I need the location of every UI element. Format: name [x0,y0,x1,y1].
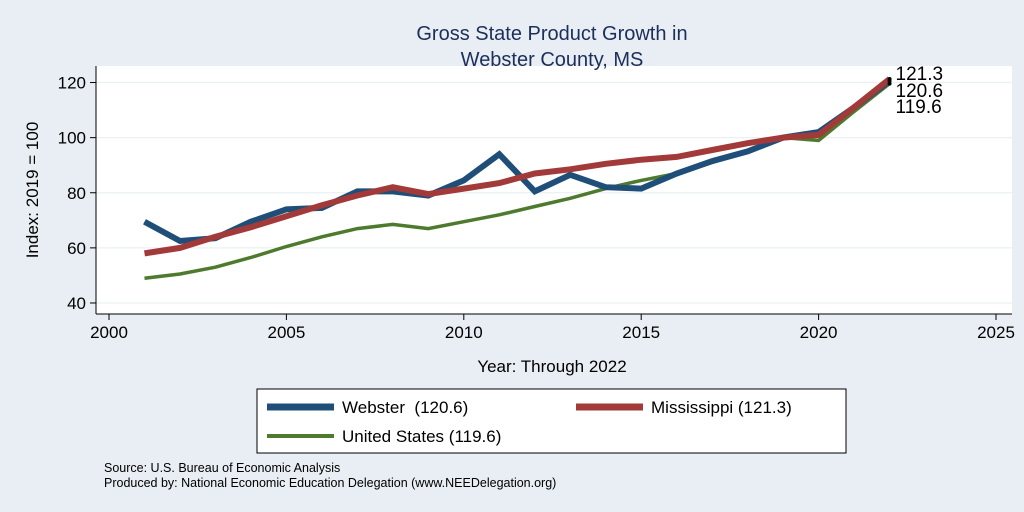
y-tick-label-80: 80 [67,184,86,203]
end-label-united-states: 119.6 [896,97,942,118]
legend-label-webster: Webster (120.6) [342,398,468,417]
x-tick-label-2010: 2010 [445,323,483,342]
end-marker-mississippi [887,76,892,81]
series-line-mississippi [144,76,892,257]
chart-title-line-2: Webster County, MS [461,49,644,71]
y-tick-label-40: 40 [67,294,86,313]
legend-label-mississippi: Mississippi (121.3) [651,398,792,417]
end-label-webster: 120.6 [896,81,944,102]
legend-box [256,388,847,454]
producer-note: Produced by: National Economic Education… [104,476,556,490]
end-marker-united-states [887,81,892,86]
series-line-webster [143,78,892,245]
x-tick-label-2000: 2000 [90,323,128,342]
x-tick-label-2020: 2020 [800,323,838,342]
y-axis-label: Index: 2019 = 100 [23,122,42,259]
x-tick-label-2005: 2005 [267,323,305,342]
legend-label-united-states: United States (119.6) [342,427,501,446]
x-tick-label-2025: 2025 [977,323,1015,342]
gridlines [96,81,1012,304]
source-note: Source: U.S. Bureau of Economic Analysis [104,461,340,475]
axes: 40 60 80 100 120 2000 2005 2010 2015 2020 2025 [58,66,1015,342]
series-lines [143,76,892,280]
y-tick-label-120: 120 [58,74,86,93]
x-axis-label: Year: Through 2022 [477,357,626,376]
y-tick-label-60: 60 [67,239,86,258]
x-tick-label-2015: 2015 [622,323,660,342]
legend: Webster (120.6) Mississippi (121.3) Unit… [256,388,847,454]
plot-area [96,66,1012,314]
y-tick-label-100: 100 [58,129,86,148]
end-label-mississippi: 121.3 [896,64,944,85]
chart-title-line-1: Gross State Product Growth in [416,23,687,45]
